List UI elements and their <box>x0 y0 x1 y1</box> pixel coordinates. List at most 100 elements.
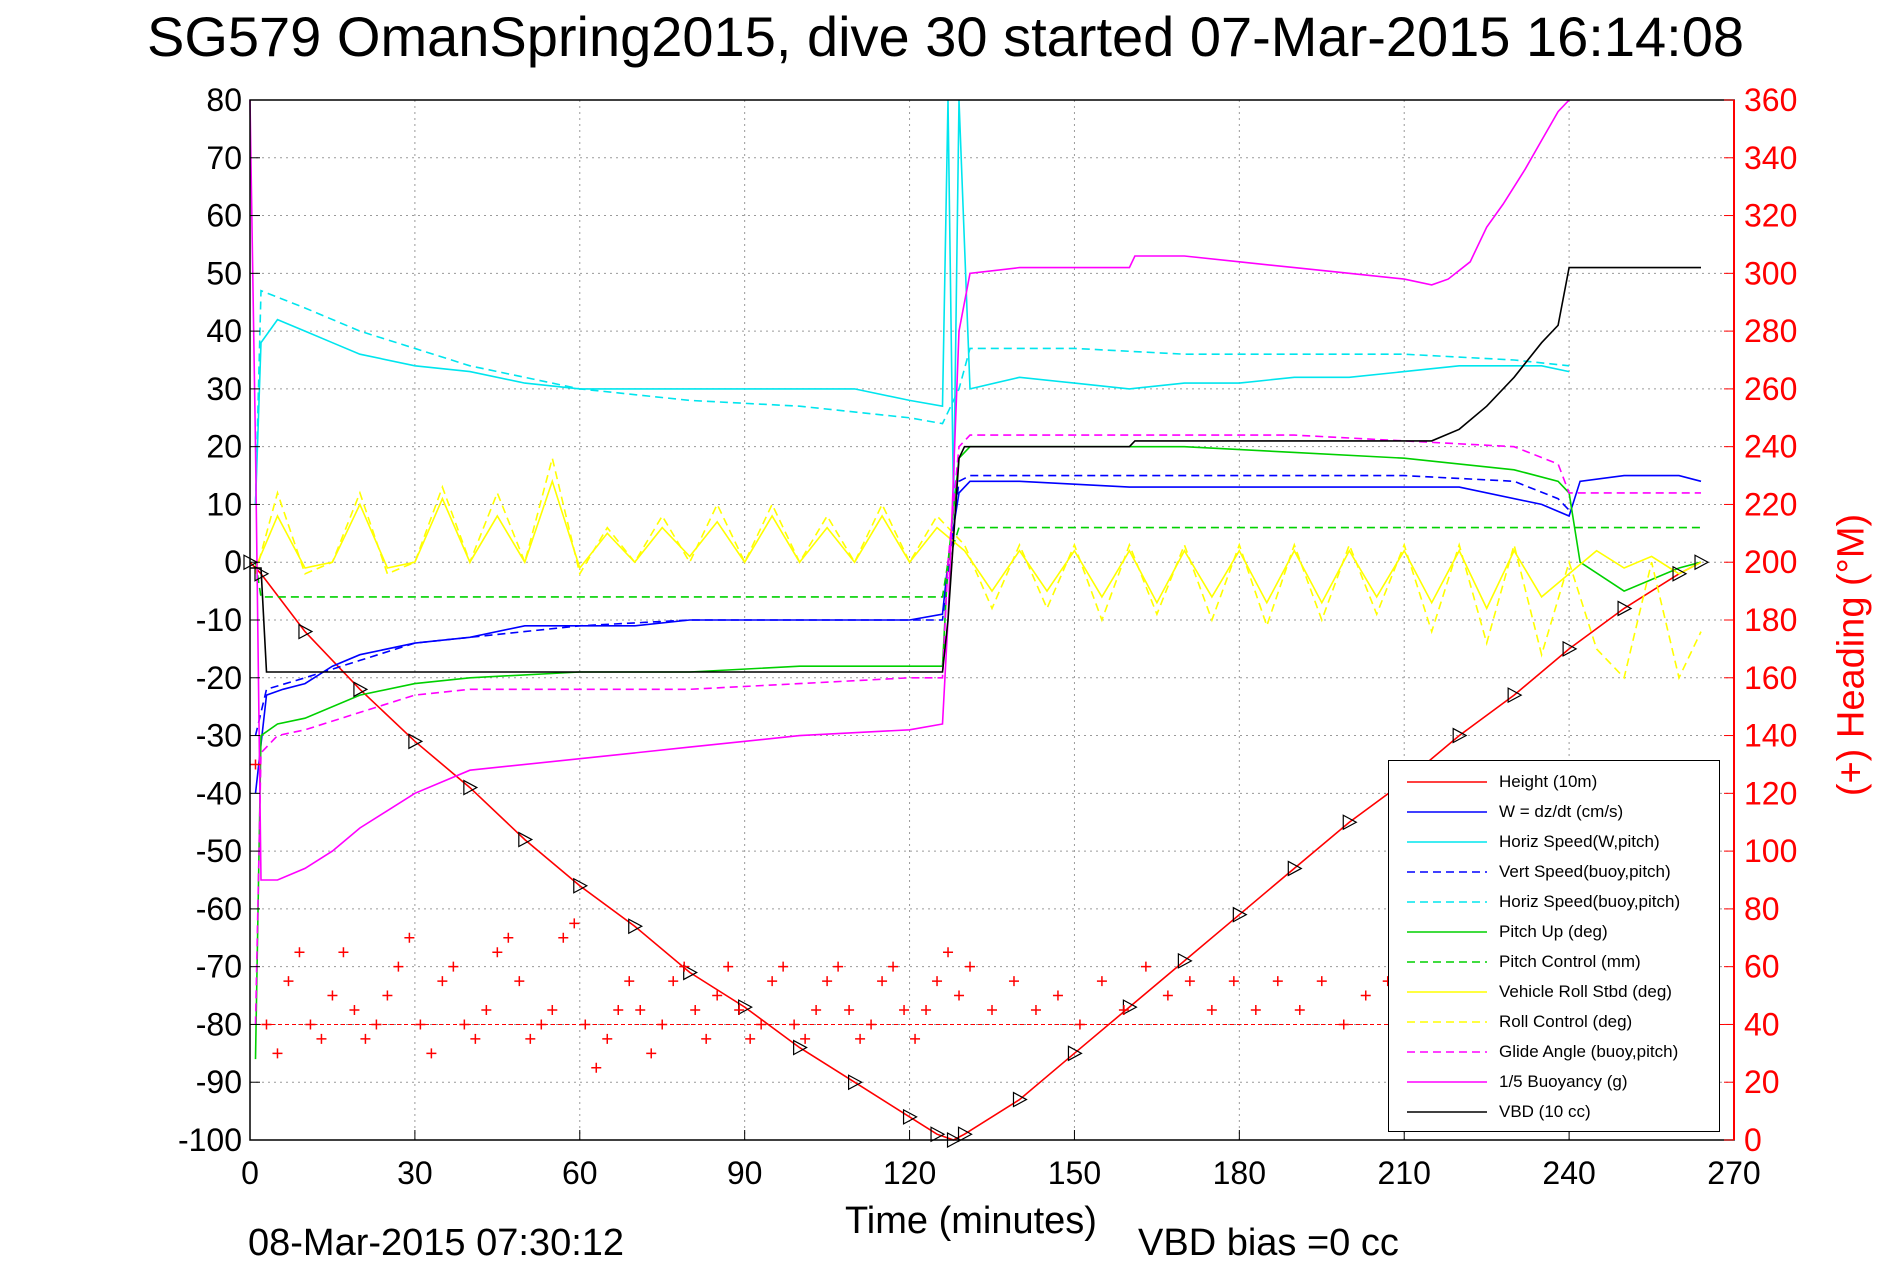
series-pitch-control-mm-line <box>254 526 1701 598</box>
series-height-10m-marker <box>573 877 589 894</box>
series-height-10m-marker <box>298 623 314 640</box>
series-heading-point <box>1118 1005 1129 1015</box>
y2-tick-label: 80 <box>1744 891 1780 927</box>
series-heading-point <box>1360 990 1371 1001</box>
series-height-10m-marker <box>793 1039 808 1056</box>
series-heading-point <box>789 1019 800 1030</box>
y2-tick-label: 40 <box>1744 1006 1780 1042</box>
legend-entry-pitch-up-deg: Pitch Up (deg) <box>1389 917 1719 947</box>
series-heading-point <box>382 990 393 1001</box>
series-heading-point <box>987 1005 997 1015</box>
series-heading-point <box>602 1033 613 1044</box>
series-heading-point <box>1294 1005 1305 1015</box>
y2-tick-label: 20 <box>1744 1064 1780 1100</box>
series-heading-point <box>349 1005 360 1015</box>
legend-entry-horiz-speed-w-pitch: Horiz Speed(W,pitch) <box>1389 827 1719 857</box>
y-tick-label: 30 <box>206 371 242 407</box>
series-heading-point <box>723 961 734 972</box>
series-heading-point <box>426 1048 437 1059</box>
series-heading-point <box>943 947 954 958</box>
series-heading-point <box>272 1048 283 1059</box>
series-height-10m-marker <box>518 831 534 848</box>
series-heading-point <box>514 976 525 987</box>
series-heading-point <box>525 1033 536 1044</box>
series-heading-point <box>459 1019 470 1030</box>
y2-tick-label: 180 <box>1744 602 1797 638</box>
legend-swatch <box>1407 781 1487 783</box>
series-heading-point <box>294 947 305 958</box>
legend-label: Horiz Speed(buoy,pitch) <box>1499 892 1681 911</box>
series-heading-point <box>613 1005 624 1015</box>
series-heading-point <box>492 947 503 958</box>
series-heading-point <box>965 961 976 972</box>
series-height-10m-marker <box>408 733 424 750</box>
series-heading-point <box>1250 1005 1261 1015</box>
series-height-10m-marker <box>254 565 270 582</box>
series-heading-point <box>470 1033 481 1044</box>
series-heading-point <box>877 976 888 987</box>
series-heading-point <box>866 1019 877 1030</box>
legend-entry-vbd-10-cc: VBD (10 cc) <box>1389 1097 1719 1127</box>
y-axis-ticks: 80 70 60 50 40 30 20 10 0 -10 -20 -30 -40 -50 -60 -70 -8… <box>178 82 260 1158</box>
series-heading-point <box>822 976 833 987</box>
series-heading-point <box>811 1005 822 1015</box>
y2-tick-label: 280 <box>1744 313 1797 349</box>
series-heading-point <box>415 1019 426 1030</box>
series-height-10m-marker <box>683 964 698 981</box>
y-tick-label: -60 <box>196 891 242 927</box>
series-height-10m-marker <box>1232 906 1248 923</box>
legend-swatch <box>1407 1081 1487 1083</box>
series-heading-point <box>393 961 404 972</box>
series-height-10m-marker <box>353 681 369 698</box>
y-tick-label: -80 <box>196 1006 242 1042</box>
x-tick-label: 180 <box>1213 1155 1266 1191</box>
series-heading-point <box>1228 976 1239 987</box>
legend-label: Roll Control (deg) <box>1499 1012 1633 1031</box>
series-height-10m-marker <box>930 1126 946 1143</box>
legend-label: Pitch Up (deg) <box>1499 922 1608 941</box>
series-height-10m-marker <box>1067 1045 1083 1062</box>
y2-tick-label: 300 <box>1744 255 1797 291</box>
legend-swatch <box>1407 931 1487 933</box>
x-tick-label: 60 <box>562 1155 598 1191</box>
y2-tick-label: 140 <box>1744 718 1797 754</box>
y-tick-label: -40 <box>196 775 242 811</box>
y2-axis-label: (+) Heading (°M) <box>1830 513 1873 797</box>
series-height-10m-marker <box>1507 687 1523 704</box>
legend-label: Vehicle Roll Stbd (deg) <box>1499 982 1672 1001</box>
x-axis-ticks: 0 30 60 90 120 150 180 210 240 270 <box>241 1130 1761 1191</box>
series-heading-point <box>1096 976 1107 987</box>
series-heading-point <box>569 918 580 929</box>
x-tick-label: 240 <box>1542 1155 1595 1191</box>
series-heading-point <box>580 1019 591 1030</box>
y2-tick-label: 260 <box>1744 371 1797 407</box>
series-heading-point <box>888 961 899 972</box>
y2-tick-label: 60 <box>1744 949 1780 985</box>
y-tick-label: -30 <box>196 718 242 754</box>
series-heading-point <box>1206 1005 1217 1015</box>
series-vbd-10-cc-line <box>250 266 1701 673</box>
series-heading-point <box>437 976 448 987</box>
series-heading-point <box>404 932 415 943</box>
series-roll-control-deg-line <box>254 457 1702 681</box>
legend-entry-height-10m: Height (10m) <box>1389 767 1719 797</box>
series-heading-point <box>800 1033 811 1044</box>
legend-entry-horiz-speed-buoy-pitch: Horiz Speed(buoy,pitch) <box>1389 887 1719 917</box>
y-tick-label: 50 <box>206 255 242 291</box>
series-heading-point <box>954 990 965 1001</box>
series-height-10m-marker <box>1694 554 1710 571</box>
series-height-10m-marker <box>463 779 479 796</box>
x-tick-label: 270 <box>1707 1155 1760 1191</box>
x-tick-label: 0 <box>241 1155 259 1191</box>
series-heading-point <box>701 1033 712 1044</box>
legend-entry-1-5-buoyancy-g: 1/5 Buoyancy (g) <box>1389 1067 1719 1097</box>
timestamp-label: 08-Mar-2015 07:30:12 <box>248 1222 625 1264</box>
legend-label: Horiz Speed(W,pitch) <box>1499 832 1660 851</box>
series-heading-point <box>283 976 294 987</box>
series-heading-point <box>690 1005 701 1015</box>
series-heading-point <box>910 1033 921 1044</box>
y2-tick-label: 100 <box>1744 833 1797 869</box>
series-glide-angle-buoy-pitch-line <box>254 434 1701 1025</box>
series-heading-point <box>1316 976 1327 987</box>
